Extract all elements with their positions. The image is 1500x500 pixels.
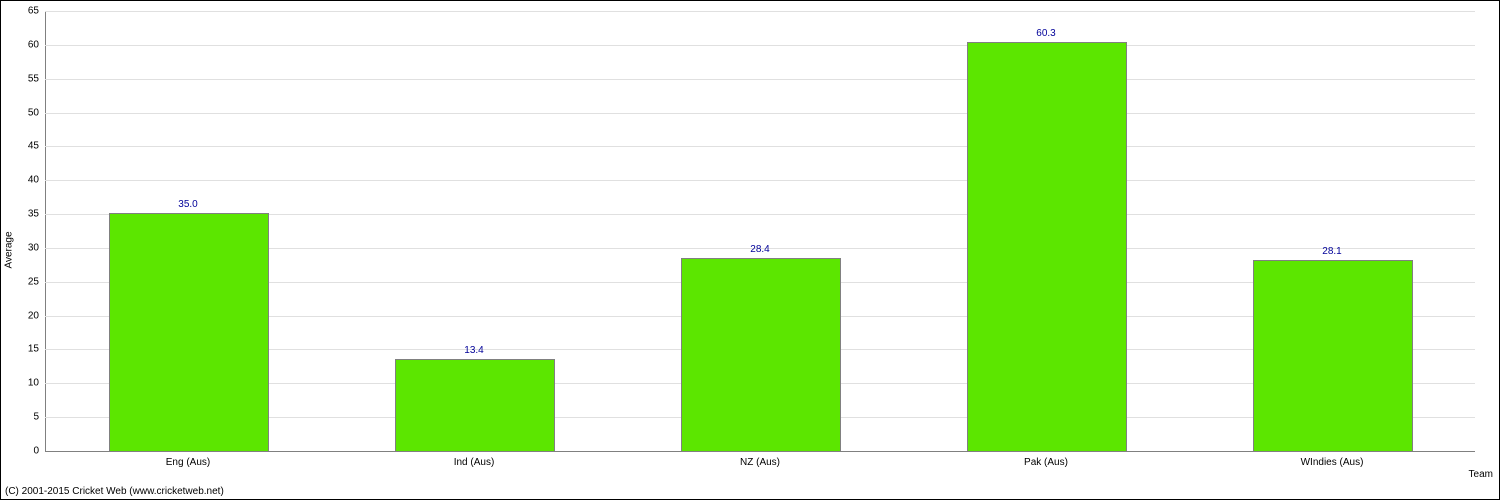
gridline: [45, 79, 1475, 80]
bar-value-label: 35.0: [178, 199, 197, 210]
gridline: [45, 180, 1475, 181]
gridline: [45, 45, 1475, 46]
y-tick-label: 60: [9, 39, 39, 50]
gridline: [45, 146, 1475, 147]
bar: [1253, 260, 1412, 451]
y-tick-label: 10: [9, 378, 39, 389]
bar: [967, 42, 1126, 451]
bar: [109, 213, 268, 451]
bar-value-label: 60.3: [1036, 28, 1055, 39]
plot-area: 35.0 13.4 28.4 60.3 28.1: [45, 11, 1475, 451]
x-tick-label: Pak (Aus): [1024, 457, 1068, 468]
y-axis-line: [45, 11, 46, 451]
copyright-text: (C) 2001-2015 Cricket Web (www.cricketwe…: [5, 486, 224, 497]
y-tick-label: 50: [9, 107, 39, 118]
x-axis-title: Team: [1469, 469, 1493, 480]
x-tick-label: Ind (Aus): [454, 457, 495, 468]
chart-container: Average Team 35.013.428.460.328.1 (C) 20…: [0, 0, 1500, 500]
y-tick-label: 35: [9, 209, 39, 220]
x-tick-label: NZ (Aus): [740, 457, 780, 468]
y-tick-label: 65: [9, 6, 39, 17]
bar: [395, 359, 554, 451]
y-tick-label: 15: [9, 344, 39, 355]
y-tick-label: 40: [9, 175, 39, 186]
gridline: [45, 11, 1475, 12]
x-axis-line: [45, 451, 1475, 452]
bar-value-label: 28.1: [1322, 246, 1341, 257]
y-tick-label: 20: [9, 310, 39, 321]
y-tick-label: 0: [9, 446, 39, 457]
y-tick-label: 5: [9, 412, 39, 423]
y-tick-label: 55: [9, 73, 39, 84]
bar-value-label: 28.4: [750, 244, 769, 255]
bar: [681, 258, 840, 451]
gridline: [45, 113, 1475, 114]
y-tick-label: 25: [9, 276, 39, 287]
y-tick-label: 45: [9, 141, 39, 152]
y-tick-label: 30: [9, 242, 39, 253]
bar-value-label: 13.4: [464, 345, 483, 356]
x-tick-label: Eng (Aus): [166, 457, 210, 468]
x-tick-label: WIndies (Aus): [1301, 457, 1364, 468]
